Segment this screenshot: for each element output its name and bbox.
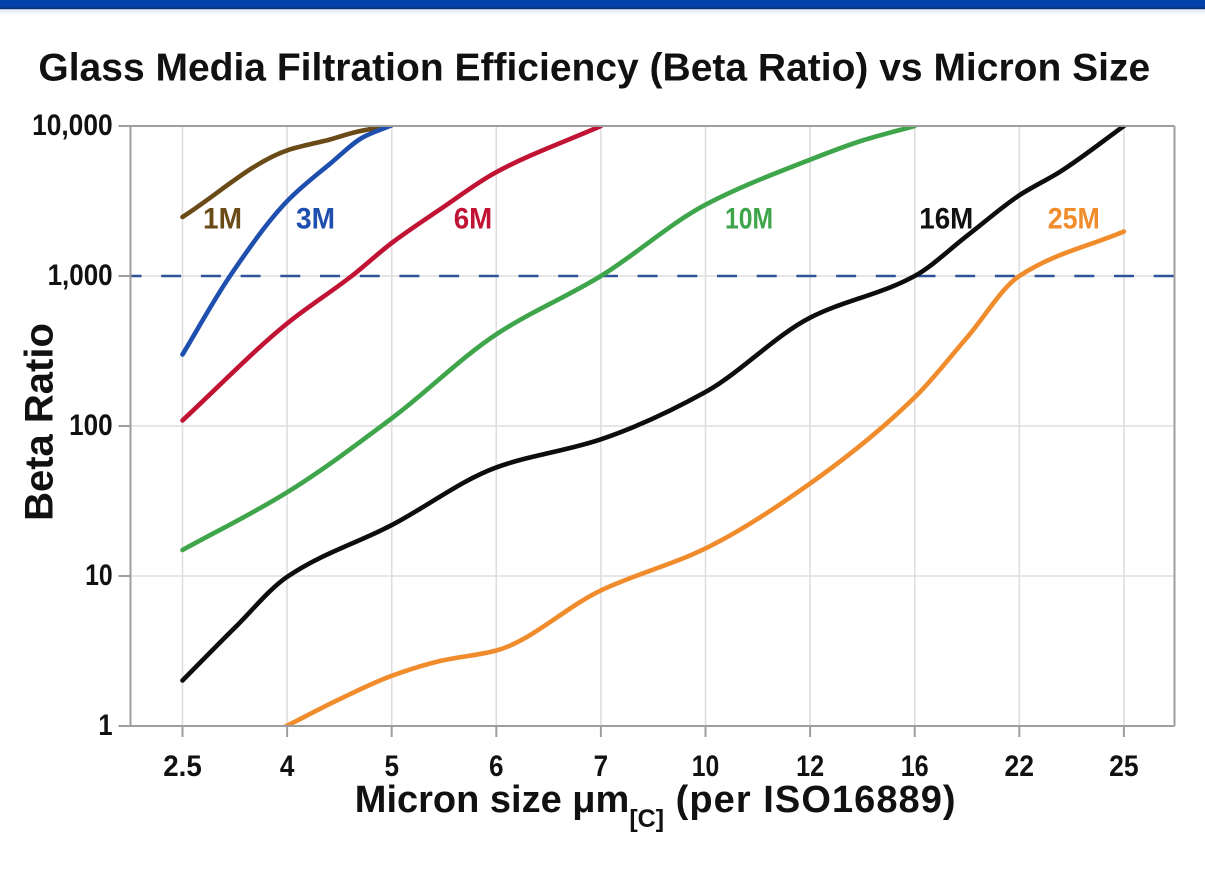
svg-text:6: 6 (489, 750, 504, 783)
svg-text:10M: 10M (725, 203, 773, 236)
svg-text:100: 100 (69, 409, 113, 442)
svg-text:3M: 3M (296, 203, 335, 236)
svg-text:Glass Media Filtration Efficie: Glass Media Filtration Efficiency (Beta … (38, 46, 1150, 89)
svg-text:6M: 6M (454, 203, 493, 236)
svg-text:1,000: 1,000 (48, 259, 113, 292)
svg-text:25M: 25M (1048, 203, 1100, 236)
svg-text:16M: 16M (919, 203, 973, 236)
svg-text:2.5: 2.5 (163, 750, 202, 783)
svg-text:1M: 1M (203, 203, 242, 236)
svg-text:1: 1 (98, 709, 112, 742)
svg-text:12: 12 (796, 750, 824, 783)
svg-text:10,000: 10,000 (32, 109, 113, 142)
svg-text:22: 22 (1005, 750, 1035, 783)
svg-text:4: 4 (280, 750, 295, 783)
svg-text:5: 5 (384, 750, 399, 783)
svg-text:7: 7 (594, 750, 609, 783)
svg-text:10: 10 (692, 750, 720, 783)
svg-text:Beta Ratio: Beta Ratio (18, 323, 62, 521)
svg-text:10: 10 (85, 559, 113, 592)
svg-text:25: 25 (1109, 750, 1139, 783)
svg-text:16: 16 (901, 750, 929, 783)
